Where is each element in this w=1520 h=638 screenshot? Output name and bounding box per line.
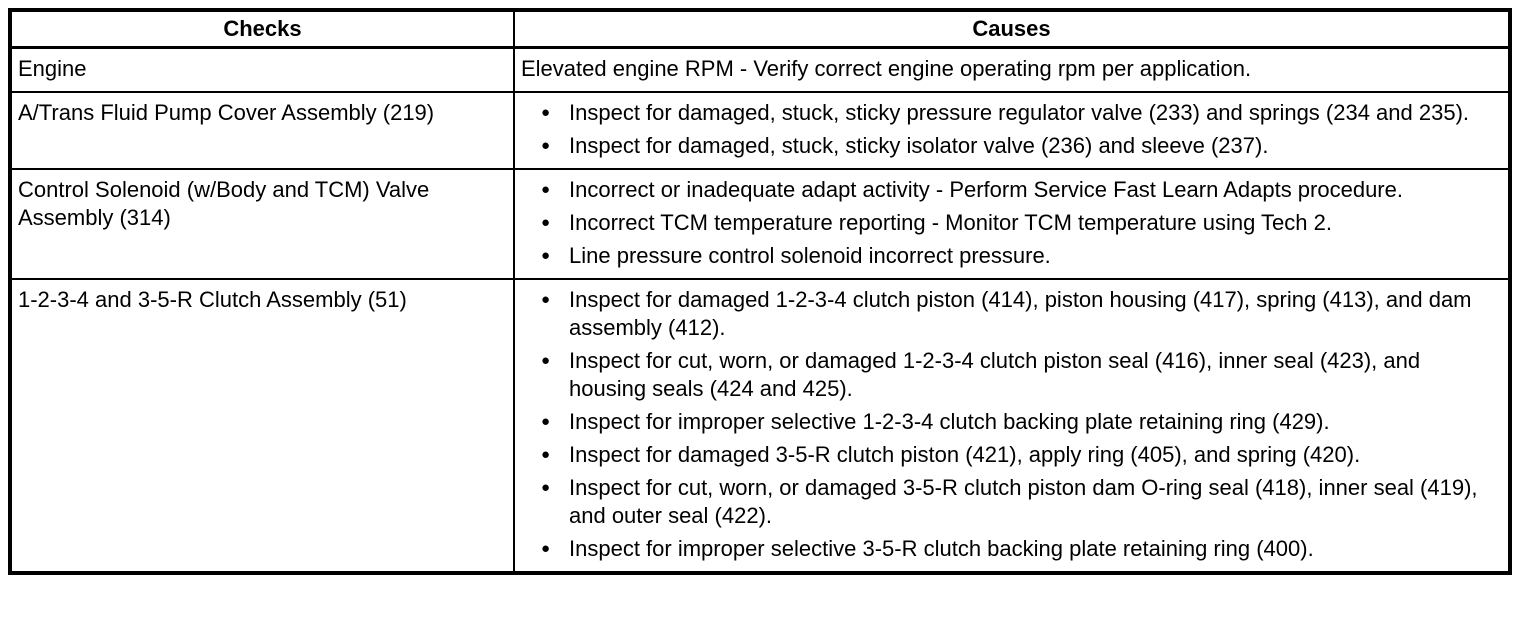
cause-item: Incorrect or inadequate adapt activity -…: [521, 176, 1500, 204]
table-row: Engine Elevated engine RPM - Verify corr…: [9, 46, 1511, 93]
cause-list: Inspect for damaged 1-2-3-4 clutch pisto…: [521, 286, 1500, 563]
table-row: Control Solenoid (w/Body and TCM) Valve …: [9, 168, 1511, 280]
cause-item: Inspect for damaged, stuck, sticky isola…: [521, 132, 1500, 160]
cause-cell: Inspect for damaged, stuck, sticky press…: [513, 91, 1511, 170]
check-cell: Engine: [9, 46, 515, 93]
check-cell: Control Solenoid (w/Body and TCM) Valve …: [9, 168, 515, 280]
cause-item: Inspect for damaged, stuck, sticky press…: [521, 99, 1500, 127]
cause-item: Incorrect TCM temperature reporting - Mo…: [521, 209, 1500, 237]
checks-causes-table: Checks Causes Engine Elevated engine RPM…: [8, 8, 1512, 575]
cause-item: Inspect for cut, worn, or damaged 1-2-3-…: [521, 347, 1500, 403]
check-cell: 1-2-3-4 and 3-5-R Clutch Assembly (51): [9, 278, 515, 574]
causes-column-header: Causes: [513, 9, 1511, 49]
cause-item: Inspect for damaged 1-2-3-4 clutch pisto…: [521, 286, 1500, 342]
table-row: A/Trans Fluid Pump Cover Assembly (219) …: [9, 91, 1511, 170]
cause-item: Inspect for cut, worn, or damaged 3-5-R …: [521, 474, 1500, 530]
check-cell: A/Trans Fluid Pump Cover Assembly (219): [9, 91, 515, 170]
table-row: 1-2-3-4 and 3-5-R Clutch Assembly (51) I…: [9, 278, 1511, 574]
cause-item: Inspect for improper selective 1-2-3-4 c…: [521, 408, 1500, 436]
cause-item: Line pressure control solenoid incorrect…: [521, 242, 1500, 270]
cause-cell: Inspect for damaged 1-2-3-4 clutch pisto…: [513, 278, 1511, 574]
cause-list: Incorrect or inadequate adapt activity -…: [521, 176, 1500, 270]
checks-column-header: Checks: [9, 9, 515, 49]
cause-item: Inspect for damaged 3-5-R clutch piston …: [521, 441, 1500, 469]
table-header-row: Checks Causes: [9, 9, 1511, 49]
cause-cell: Elevated engine RPM - Verify correct eng…: [513, 46, 1511, 93]
cause-cell: Incorrect or inadequate adapt activity -…: [513, 168, 1511, 280]
cause-list: Inspect for damaged, stuck, sticky press…: [521, 99, 1500, 160]
table-body: Engine Elevated engine RPM - Verify corr…: [9, 46, 1511, 574]
cause-item: Inspect for improper selective 3-5-R clu…: [521, 535, 1500, 563]
